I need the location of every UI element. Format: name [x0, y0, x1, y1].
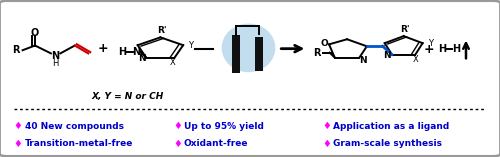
- Text: R': R': [400, 25, 410, 34]
- Text: H: H: [52, 59, 58, 68]
- FancyBboxPatch shape: [255, 37, 263, 71]
- Text: O: O: [31, 28, 39, 38]
- Text: 40 New compounds: 40 New compounds: [24, 122, 124, 131]
- Text: N: N: [51, 51, 59, 61]
- Text: X: X: [170, 58, 175, 67]
- Text: X, Y = N or CH: X, Y = N or CH: [92, 92, 164, 101]
- Text: R: R: [12, 45, 20, 55]
- Text: Y: Y: [188, 41, 193, 50]
- Text: ♦: ♦: [322, 121, 331, 131]
- Text: R': R': [158, 26, 167, 35]
- Text: H: H: [438, 44, 446, 54]
- Text: N: N: [360, 56, 367, 65]
- Text: Gram-scale synthesis: Gram-scale synthesis: [333, 139, 442, 148]
- Text: ♦: ♦: [14, 139, 22, 149]
- FancyBboxPatch shape: [232, 35, 240, 73]
- Text: Transition-metal-free: Transition-metal-free: [24, 139, 133, 148]
- Text: +: +: [98, 42, 108, 55]
- Text: X: X: [413, 55, 418, 64]
- Text: H: H: [452, 44, 460, 54]
- Text: O: O: [320, 39, 328, 48]
- Text: Oxidant-free: Oxidant-free: [184, 139, 248, 148]
- Text: H: H: [118, 47, 126, 57]
- Text: ♦: ♦: [173, 121, 182, 131]
- Text: ♦: ♦: [14, 121, 22, 131]
- Ellipse shape: [222, 24, 276, 72]
- Text: Y: Y: [428, 39, 433, 48]
- Text: Application as a ligand: Application as a ligand: [333, 122, 450, 131]
- Text: R: R: [314, 48, 321, 58]
- Text: ♦: ♦: [173, 139, 182, 149]
- Text: N: N: [138, 54, 146, 63]
- Text: Up to 95% yield: Up to 95% yield: [184, 122, 264, 131]
- Text: +: +: [424, 43, 434, 56]
- Text: N: N: [132, 47, 140, 57]
- Text: N: N: [383, 51, 391, 60]
- Text: ♦: ♦: [322, 139, 331, 149]
